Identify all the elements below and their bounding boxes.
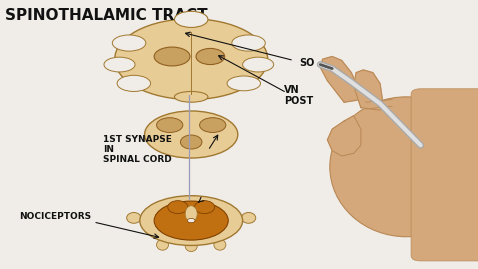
Text: SPINOTHALAMIC TRACT: SPINOTHALAMIC TRACT	[5, 8, 207, 23]
Ellipse shape	[117, 75, 151, 91]
Text: NOCICEPTORS: NOCICEPTORS	[19, 212, 91, 221]
Ellipse shape	[185, 241, 197, 252]
Ellipse shape	[127, 213, 141, 223]
Polygon shape	[327, 116, 361, 156]
Polygon shape	[354, 70, 382, 110]
Text: VN
POST: VN POST	[284, 85, 314, 106]
Ellipse shape	[185, 206, 197, 222]
Ellipse shape	[232, 35, 265, 51]
Circle shape	[187, 218, 195, 223]
Ellipse shape	[104, 57, 135, 72]
Ellipse shape	[174, 91, 208, 102]
Ellipse shape	[157, 118, 183, 132]
Ellipse shape	[157, 239, 168, 250]
Ellipse shape	[200, 118, 226, 132]
Ellipse shape	[330, 97, 478, 237]
Ellipse shape	[168, 201, 188, 214]
Ellipse shape	[145, 111, 238, 158]
Ellipse shape	[154, 47, 190, 66]
Text: SO: SO	[299, 58, 314, 68]
Ellipse shape	[241, 213, 256, 223]
Ellipse shape	[242, 57, 273, 72]
Ellipse shape	[196, 48, 225, 65]
Ellipse shape	[181, 135, 202, 149]
Ellipse shape	[140, 196, 242, 245]
Ellipse shape	[154, 201, 228, 240]
Polygon shape	[320, 56, 361, 102]
Ellipse shape	[227, 76, 261, 91]
Text: 1ST SYNAPSE
IN
SPINAL CORD: 1ST SYNAPSE IN SPINAL CORD	[103, 135, 172, 164]
Ellipse shape	[174, 11, 208, 27]
Ellipse shape	[214, 239, 226, 250]
FancyBboxPatch shape	[411, 89, 478, 261]
Ellipse shape	[115, 19, 268, 100]
Ellipse shape	[112, 35, 146, 51]
Ellipse shape	[195, 201, 215, 214]
